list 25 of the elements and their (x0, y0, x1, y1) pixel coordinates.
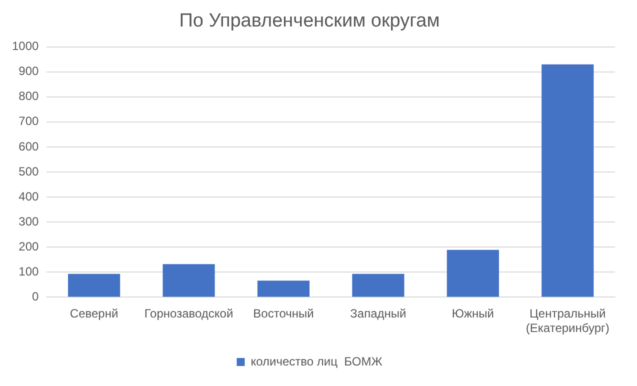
y-tick-label: 800 (18, 89, 40, 104)
bar (68, 274, 120, 297)
bar (446, 250, 499, 297)
y-tick-label: 200 (18, 239, 40, 254)
y-tick-label: 300 (18, 214, 40, 228)
y-tick-label: 900 (18, 64, 40, 78)
bar (542, 64, 594, 297)
bar (162, 264, 215, 297)
x-tick-label: Западный (350, 306, 406, 321)
bar (257, 280, 310, 297)
x-tick-label: Южный (452, 306, 494, 321)
legend-label: количество лиц БОМЖ (250, 354, 382, 368)
bar (352, 274, 404, 297)
y-tick-label: 600 (18, 139, 40, 154)
y-tick-label: 500 (18, 164, 40, 178)
y-tick-label: 0 (32, 290, 40, 304)
y-tick-label: 700 (18, 114, 40, 128)
y-tick-label: 400 (18, 189, 40, 204)
y-tick-label: 100 (18, 264, 40, 278)
x-tick-label: Восточный (253, 306, 314, 321)
x-tick-label: Горнозаводской (144, 306, 234, 321)
x-tick-label: Центральный (Екатеринбург) (526, 306, 610, 336)
x-tick-label: Севернй (70, 306, 118, 321)
chart-title: По Управленченским округам (179, 10, 440, 32)
y-tick-label: 1000 (12, 39, 40, 54)
